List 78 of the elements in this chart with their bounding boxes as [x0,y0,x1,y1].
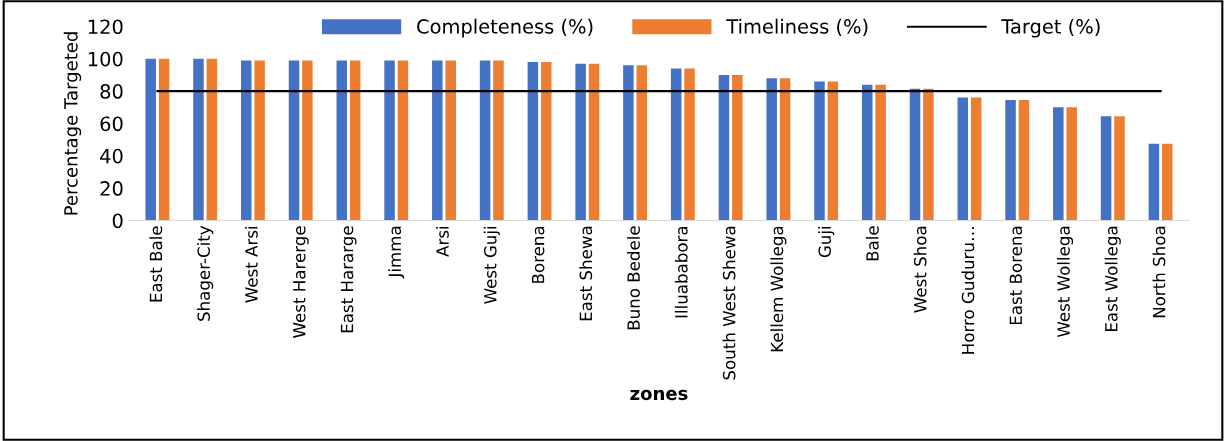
x-tick-label: North Shoa [1152,226,1166,318]
legend-label: Completeness (%) [417,18,593,38]
x-tick-label: East Wollega [1104,226,1121,331]
x-tick-label: Buno Bedele [627,226,640,330]
bar [206,58,218,221]
y-tick-label: 80 [100,84,123,99]
bar [302,60,313,221]
bar [158,58,170,221]
bar [684,68,695,221]
y-tick-label: 40 [100,148,123,164]
x-tick-label: Bale [865,226,879,261]
x-tick-label: Kellem Wollega [770,226,787,352]
bar [636,65,648,221]
x-tick-label: East Bale [149,226,163,302]
x-tick-label: Guji [818,226,835,258]
x-tick-label: Shager-City [197,225,214,321]
x-tick-label: Borena [532,226,545,283]
bar [732,74,743,221]
bar [384,60,395,221]
bar [588,63,600,221]
bar [349,60,361,221]
x-tick-label: Illuababora [674,226,688,318]
legend-label: Target (%) [1001,18,1100,38]
y-tick-label: 100 [88,51,123,67]
bar [540,62,552,221]
legend-label: Timeliness (%) [726,18,868,37]
bar [1148,143,1160,221]
x-tick-label: East Shewa [579,226,593,321]
x-tick-label: Horro Guduru… [961,227,975,354]
bar [718,74,730,221]
bar [1053,107,1064,221]
bar [970,97,982,221]
bar [1005,100,1016,221]
y-tick-label: 0 [112,213,123,229]
bar [1114,116,1125,221]
bar [240,60,252,221]
bar [1018,100,1030,221]
x-tick-label: Jimma [388,226,405,279]
bar [623,65,634,221]
bar [397,60,409,221]
y-tick-label: 60 [100,116,123,132]
bar [670,68,682,221]
x-tick-label: West Arsi [244,226,258,303]
bar [336,60,348,221]
x-tick-label: East Hararge [340,226,357,333]
bar [766,78,777,221]
x-tick-label: West Wollega [1056,226,1074,338]
bar [432,60,443,221]
bar [779,78,791,221]
x-tick-label: South West Shewa [722,226,736,380]
y-tick-label: 120 [88,19,123,35]
bar [957,97,969,221]
bar [827,81,839,221]
x-axis-title: zones [630,389,688,401]
bar [145,58,156,221]
y-axis-title: Percentage Targeted [63,32,82,215]
x-tick-label: West Guji [483,226,500,304]
bar [814,81,825,221]
bar [575,63,586,221]
bar [445,60,456,221]
bar [479,60,491,221]
bar [254,60,265,221]
bar [1100,116,1112,221]
x-tick-label: East Borena [1009,226,1023,325]
bar [875,84,886,221]
x-tick-label: West Harerge [293,226,309,338]
bar [862,84,873,221]
bar [527,62,539,221]
x-tick-label: West Shoa [913,226,927,313]
bar [923,88,934,221]
bar [909,88,921,221]
bar [1066,107,1077,221]
y-tick-label: 20 [100,181,123,196]
bar [493,60,504,221]
bar [193,58,204,221]
bar [1161,143,1173,221]
x-tick-label: Arsi [435,226,449,257]
bar [288,60,300,221]
